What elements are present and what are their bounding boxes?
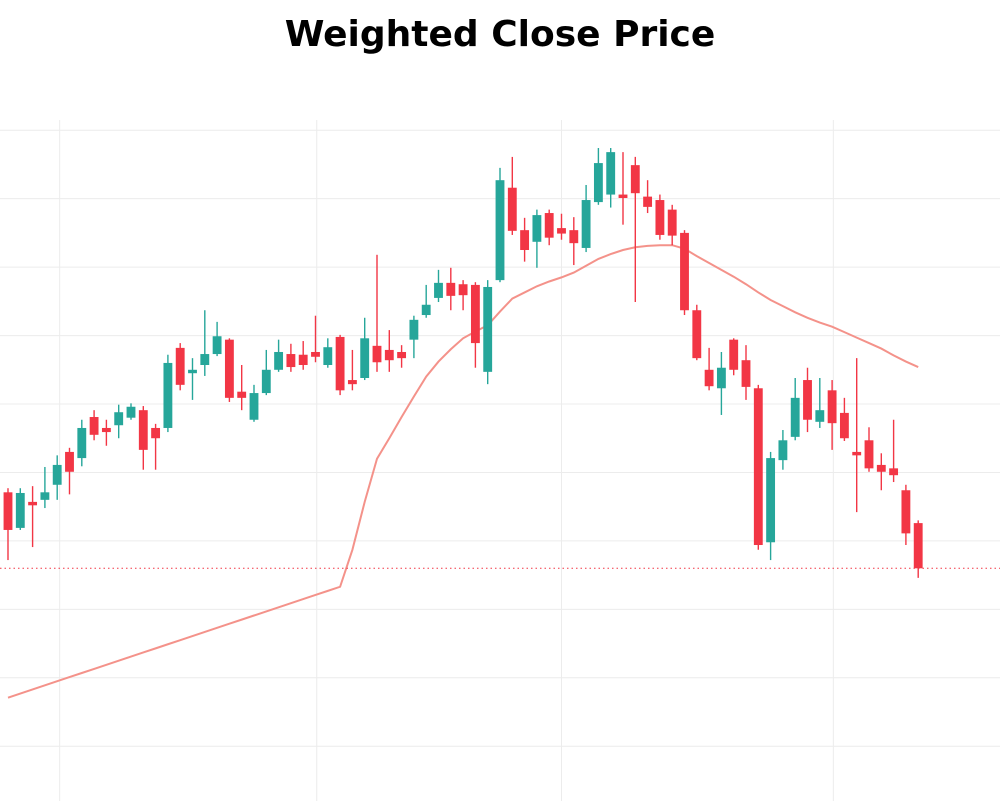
candle-body xyxy=(249,393,259,420)
candle-body xyxy=(126,406,136,418)
candle-body xyxy=(175,347,185,385)
candle-body xyxy=(704,369,714,387)
candle-body xyxy=(3,492,13,530)
candle-body xyxy=(421,304,431,316)
candle-body xyxy=(889,468,899,476)
candle-body xyxy=(544,213,554,238)
candle-body xyxy=(864,440,874,469)
candle-body xyxy=(200,354,210,365)
candle-body xyxy=(630,165,640,194)
candle-body xyxy=(384,349,394,361)
candle-body xyxy=(766,458,776,543)
candle-body xyxy=(212,336,222,355)
candle-body xyxy=(839,412,849,439)
candle-body xyxy=(729,339,739,370)
candle-body xyxy=(852,451,862,456)
candle-body xyxy=(507,187,517,231)
candle-body xyxy=(311,351,320,357)
candle-body xyxy=(89,417,99,435)
candle-body xyxy=(397,351,407,359)
candle-body xyxy=(557,228,566,234)
candle-body xyxy=(446,282,456,296)
candle-body xyxy=(114,412,124,426)
candle-body xyxy=(458,284,468,296)
candle-body xyxy=(483,286,493,372)
candle-body xyxy=(65,451,74,472)
candle-body xyxy=(434,282,443,298)
candle-body xyxy=(520,230,530,251)
candle-body xyxy=(581,200,591,248)
candle-body xyxy=(643,196,653,207)
candle-body xyxy=(680,232,689,311)
candle-body xyxy=(360,338,370,378)
candle-body xyxy=(741,360,751,387)
candle-body xyxy=(716,367,726,389)
candle-body xyxy=(409,319,419,340)
candle-body xyxy=(188,369,197,374)
chart-title: Weighted Close Price xyxy=(285,14,716,55)
candle-body xyxy=(569,230,579,244)
candle-body xyxy=(470,284,480,344)
candle-body xyxy=(286,354,296,368)
candle-body xyxy=(655,200,665,235)
candle-body xyxy=(827,390,837,424)
candle-body xyxy=(913,523,923,569)
candle-body xyxy=(52,464,62,485)
candle-body xyxy=(532,215,542,242)
candle-body xyxy=(753,388,763,546)
candle-body xyxy=(667,209,677,236)
candle-body xyxy=(261,369,271,394)
candle-body xyxy=(77,427,87,459)
candle-body xyxy=(692,310,702,359)
candle-body xyxy=(606,152,616,195)
candle-body xyxy=(151,427,161,439)
candle-body xyxy=(815,410,825,422)
candle-body xyxy=(876,464,886,472)
candle-body xyxy=(28,501,38,506)
candle-body xyxy=(163,362,173,428)
candle-body xyxy=(347,380,357,385)
candle-body xyxy=(803,380,812,420)
overlay-line xyxy=(7,244,919,699)
candle-body xyxy=(593,163,603,203)
candle-body xyxy=(15,492,25,528)
candle-body xyxy=(138,410,148,450)
candle-body xyxy=(618,194,628,198)
candle-body xyxy=(224,339,234,398)
candle-body xyxy=(372,345,382,363)
candle-body xyxy=(298,354,308,365)
candle-body xyxy=(237,391,247,398)
candle-body xyxy=(101,427,111,433)
candle-body xyxy=(901,490,911,534)
candle-body xyxy=(274,351,284,370)
candle-body xyxy=(495,180,505,281)
candle-body xyxy=(323,347,333,365)
candle-body xyxy=(778,440,788,461)
candle-body xyxy=(790,397,800,437)
candle-body xyxy=(335,336,345,391)
candle-body xyxy=(40,492,50,500)
